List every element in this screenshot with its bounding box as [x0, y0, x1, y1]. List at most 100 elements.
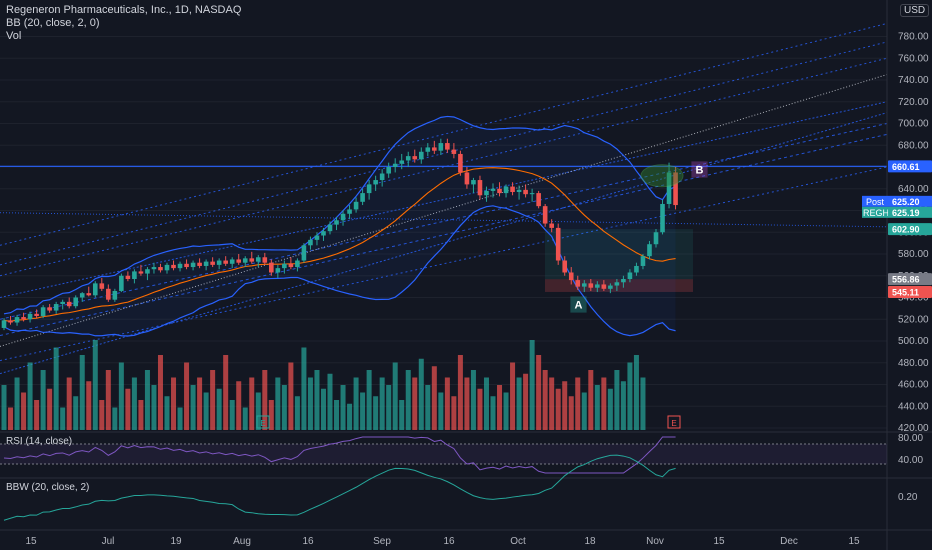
volume-bar [190, 385, 196, 430]
volume-bar [431, 366, 437, 430]
trend-channel-line [0, 101, 888, 298]
currency-selector[interactable]: USD [900, 4, 930, 17]
legend-vol: Vol [6, 30, 22, 42]
volume-bar [392, 362, 398, 430]
volume-bar [405, 370, 411, 430]
rsi-tick-label: 80.00 [898, 433, 923, 444]
trend-channel-line [0, 166, 888, 362]
volume-bar [268, 400, 274, 430]
profit-zone [545, 229, 693, 280]
x-tick-label: 15 [713, 536, 725, 547]
candle-body [190, 262, 196, 268]
volume-bar [275, 377, 281, 430]
bbw-line [3, 454, 676, 521]
regh-label: REGH [863, 208, 889, 218]
candle-body [673, 172, 678, 206]
candle-body [40, 307, 46, 316]
candle-body [132, 271, 137, 280]
regh-value-bg [888, 206, 932, 218]
volume-bar [131, 377, 137, 430]
volume-bar [575, 377, 581, 430]
volume-bar [164, 396, 170, 430]
volume-bar [353, 377, 359, 430]
volume-bar [347, 403, 353, 430]
x-tick-label: Jul [102, 536, 115, 547]
y-tick-label: 720.00 [898, 97, 929, 108]
x-tick-label: Oct [510, 536, 526, 547]
marker-a-box [570, 296, 587, 313]
volume-bar [216, 388, 222, 430]
y-tick-label: 740.00 [898, 75, 929, 86]
earnings-marker-2-box [667, 415, 681, 429]
volume-bar [229, 400, 235, 430]
volume-bar [542, 370, 548, 430]
volume-bar [444, 377, 450, 430]
trend-channel-line [0, 22, 888, 246]
target-ellipse [640, 164, 684, 188]
volume-bar [288, 362, 294, 430]
volume-bar [92, 340, 98, 430]
candle-body [334, 220, 339, 225]
candle-body [542, 206, 548, 224]
x-tick-label: Sep [373, 536, 391, 547]
volume-bar [510, 362, 516, 430]
zone-mid-price-tag-bg [888, 273, 932, 286]
candle-body [151, 267, 157, 270]
volume-bar [203, 392, 209, 430]
candle-body [575, 280, 581, 287]
volume-bar [53, 347, 59, 430]
volume-bar [157, 355, 163, 430]
zone-top-price-tag-bg [888, 223, 932, 236]
candle-body [418, 151, 424, 160]
volume-bar [73, 396, 79, 430]
rsi-line [3, 436, 676, 474]
volume-bar [66, 377, 72, 430]
volume-bar [633, 355, 639, 430]
volume-bar [607, 388, 613, 430]
candle-body [562, 260, 568, 273]
volume-bar [451, 396, 457, 430]
candle-body [60, 301, 65, 305]
candle-body [451, 149, 457, 154]
volume-bar [327, 373, 333, 430]
x-tick-label: 19 [170, 536, 182, 547]
volume-bar [529, 340, 535, 430]
candle-body [458, 153, 463, 173]
candle-body [177, 263, 183, 269]
volume-bar [1, 385, 7, 430]
volume-bar [497, 385, 503, 430]
candle-body [327, 224, 333, 232]
candle-body [516, 189, 522, 193]
candle-body [438, 143, 444, 151]
volume-bar [555, 388, 561, 430]
candle-body [497, 188, 502, 194]
y-tick-label: 500.00 [898, 336, 929, 347]
volume-bar [360, 392, 366, 430]
post-label: Post [866, 197, 885, 207]
candle-body [595, 284, 600, 288]
volume-bar [490, 396, 496, 430]
volume-bar [34, 400, 40, 430]
candle-body [92, 283, 98, 296]
legend-title: Regeneron Pharmaceuticals, Inc., 1D, NAS… [6, 4, 242, 16]
y-tick-label: 580.00 [898, 249, 929, 260]
volume-bar [86, 381, 92, 430]
volume-bar [477, 388, 483, 430]
candle-body [555, 227, 561, 261]
volume-bar [236, 381, 242, 430]
post-value-bg [888, 195, 932, 207]
volume-bar [425, 385, 431, 430]
y-tick-label: 540.00 [898, 293, 929, 304]
candle-body [471, 180, 476, 185]
bbw-tick-label: 0.20 [898, 492, 918, 503]
candle-body [21, 317, 26, 320]
candle-body [34, 313, 39, 316]
earnings-marker-1-box [256, 415, 270, 429]
volume-bar [366, 370, 372, 430]
candle-body [14, 317, 20, 323]
candle-body [236, 259, 242, 263]
volume-bar [301, 347, 307, 430]
candle-body [229, 259, 235, 264]
volume-bar [418, 358, 424, 430]
